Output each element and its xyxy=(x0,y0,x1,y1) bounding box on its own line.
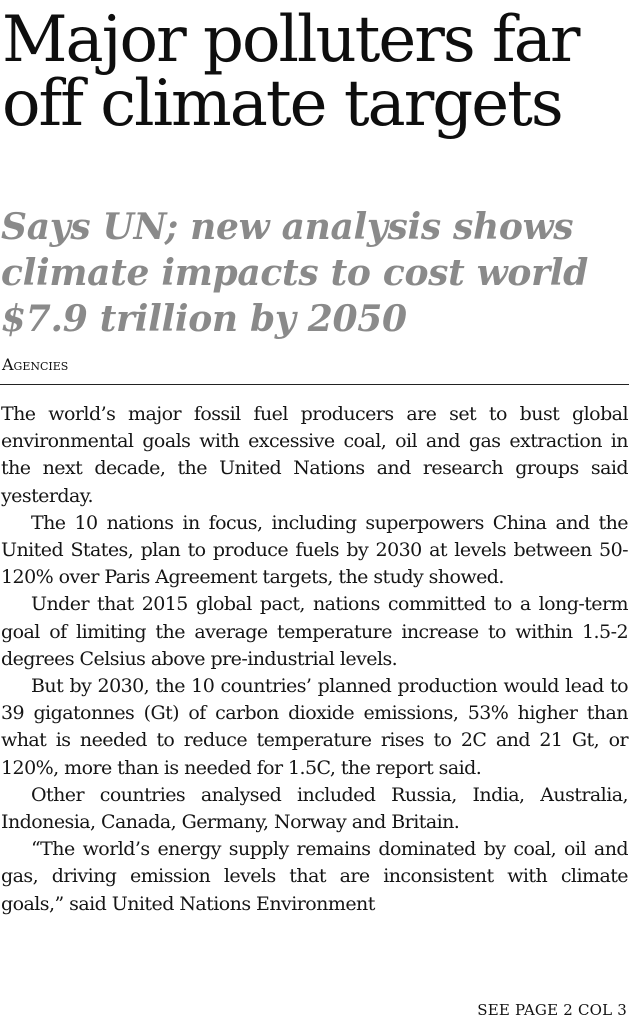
body-paragraph: The world’s major fossil fuel producers … xyxy=(1,403,629,507)
body-paragraph: But by 2030, the 10 countries’ planned p… xyxy=(1,675,629,779)
subheadline: Says UN; new analysis shows climate impa… xyxy=(1,206,589,340)
continued-on-page-note: SEE PAGE 2 COL 3 xyxy=(477,1001,627,1019)
body-paragraph: Other countries analysed included Russia… xyxy=(1,783,629,834)
body-paragraph: The 10 nations in focus, including super… xyxy=(1,511,629,589)
headline: Major polluters far off climate targets xyxy=(2,3,580,141)
article-body: The world’s major fossil fuel producers … xyxy=(1,401,629,918)
byline-divider xyxy=(0,384,629,385)
body-paragraph: “The world’s energy supply remains domin… xyxy=(1,838,629,915)
byline: Agencies xyxy=(2,355,69,374)
body-paragraph: Under that 2015 global pact, nations com… xyxy=(1,593,629,670)
